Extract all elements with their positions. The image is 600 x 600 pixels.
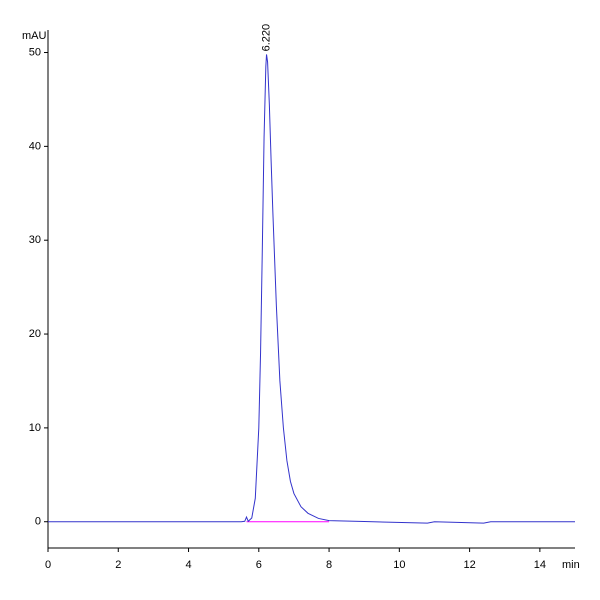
x-tick-label: 6 [256,559,262,571]
x-tick-label: 12 [463,559,475,571]
y-axis-label: mAU [22,30,47,42]
x-tick-label: 14 [534,559,546,571]
y-tick-label: 30 [29,234,41,246]
x-tick-label: 4 [185,559,191,571]
y-tick-label: 40 [29,140,41,152]
y-tick-label: 50 [29,46,41,58]
x-tick-label: 2 [115,559,121,571]
signal-line [48,54,575,524]
y-tick-label: 10 [29,422,41,434]
y-tick-label: 20 [29,328,41,340]
x-tick-label: 10 [393,559,405,571]
x-tick-label: 8 [326,559,332,571]
peak-label: 6.220 [260,24,272,52]
x-axis-label: min [562,559,580,571]
x-tick-label: 0 [45,559,51,571]
y-tick-label: 0 [35,516,41,528]
